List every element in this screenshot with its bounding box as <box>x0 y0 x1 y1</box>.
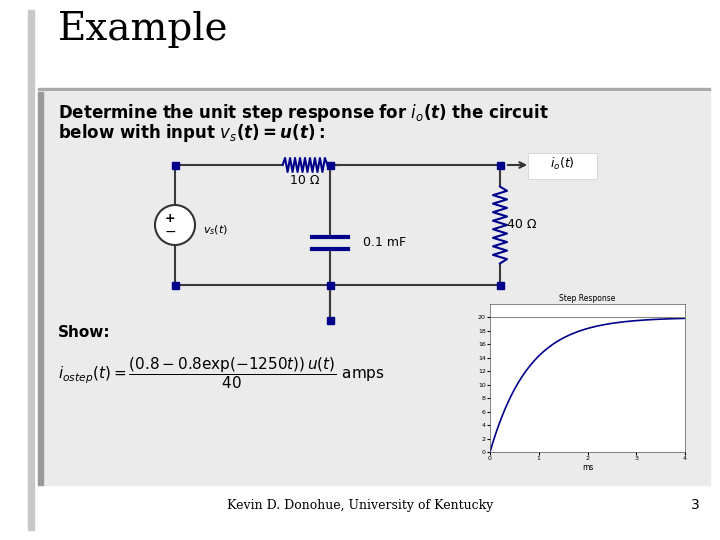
Text: 0.1 mF: 0.1 mF <box>364 236 407 249</box>
Bar <box>28 10 34 530</box>
Bar <box>326 161 333 168</box>
Text: $\mathbf{below\ with\ input\ }$$\boldsymbol{v_s(t) = u(t):}$: $\mathbf{below\ with\ input\ }$$\boldsym… <box>58 122 325 144</box>
Bar <box>326 281 333 288</box>
Text: 3: 3 <box>690 498 699 512</box>
Text: $i_o(t)$: $i_o(t)$ <box>549 156 575 172</box>
Bar <box>497 161 503 168</box>
Text: 10 Ω: 10 Ω <box>290 174 320 187</box>
Text: $i_{ostep}(t) = \dfrac{(0.8 - 0.8\exp(-1250t))\,u(t)}{40}\ \mathrm{amps}$: $i_{ostep}(t) = \dfrac{(0.8 - 0.8\exp(-1… <box>58 355 384 391</box>
Bar <box>38 92 43 485</box>
Text: $\mathbf{Determine\ the\ unit\ step\ response\ for\ }$$\boldsymbol{i_o(t)}$$\mat: $\mathbf{Determine\ the\ unit\ step\ res… <box>58 102 549 124</box>
Bar <box>38 88 710 90</box>
Text: Kevin D. Donohue, University of Kentucky: Kevin D. Donohue, University of Kentucky <box>227 498 493 511</box>
Title: Step Response: Step Response <box>559 294 616 303</box>
Bar <box>171 161 179 168</box>
Bar <box>326 316 333 323</box>
Text: $v_s(t)$: $v_s(t)$ <box>203 223 228 237</box>
Text: −: − <box>164 225 176 239</box>
Bar <box>38 92 710 485</box>
Text: 40 Ω: 40 Ω <box>508 219 536 232</box>
Text: Show:: Show: <box>58 325 111 340</box>
X-axis label: ms: ms <box>582 463 593 471</box>
Text: +: + <box>165 213 175 226</box>
Circle shape <box>155 205 195 245</box>
Bar <box>38 10 710 85</box>
Bar <box>171 281 179 288</box>
Text: Example: Example <box>58 11 229 49</box>
Bar <box>497 281 503 288</box>
FancyBboxPatch shape <box>528 153 597 179</box>
